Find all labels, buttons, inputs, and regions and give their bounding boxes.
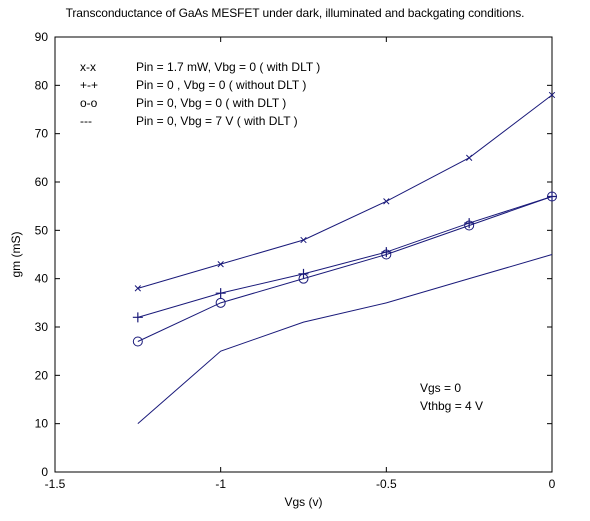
data-series <box>132 91 557 425</box>
series-line <box>137 94 553 289</box>
y-axis-label: gm (mS) <box>9 232 23 278</box>
annotations: Vgs = 0 Vthbg = 4 V <box>420 381 483 413</box>
x-tick-label: -1.5 <box>45 477 66 491</box>
data-point-x-marker <box>383 198 390 205</box>
legend-label: Pin = 0, Vbg = 7 V ( with DLT ) <box>136 114 298 128</box>
series-4 <box>137 254 553 425</box>
series-line <box>137 196 553 342</box>
y-tick-label: 80 <box>35 78 49 92</box>
y-tick-label: 50 <box>35 223 49 237</box>
data-point-plus-marker <box>381 247 392 258</box>
legend-key: x-x <box>80 60 96 74</box>
x-axis-label: Vgs (v) <box>284 495 322 509</box>
chart-title: Transconductance of GaAs MESFET under da… <box>65 6 525 20</box>
legend-label: Pin = 0, Vbg = 0 ( with DLT ) <box>136 96 286 110</box>
legend: x-x Pin = 1.7 mW, Vbg = 0 ( with DLT ) +-+… <box>80 60 320 128</box>
y-tick-label: 30 <box>35 320 49 334</box>
data-point-x-marker <box>548 91 556 99</box>
data-point-circle-marker <box>298 273 309 284</box>
data-point-x-marker <box>300 236 307 244</box>
legend-label: Pin = 1.7 mW, Vbg = 0 ( with DLT ) <box>136 60 320 74</box>
legend-key: +-+ <box>80 78 98 92</box>
data-point-x-marker <box>466 154 473 161</box>
x-tick-label: -1 <box>215 477 226 491</box>
data-point-circle-marker <box>132 336 143 347</box>
y-tick-label: 10 <box>35 417 49 431</box>
y-tick-label: 90 <box>35 30 49 44</box>
legend-key: --- <box>80 114 92 128</box>
y-tick-label: 40 <box>35 272 49 286</box>
data-point-circle-marker <box>464 220 475 231</box>
series-2 <box>132 191 557 323</box>
x-tick-label: -0.5 <box>376 477 397 491</box>
data-point-plus-marker <box>132 312 143 323</box>
series-line <box>137 254 553 425</box>
x-tick-label: 0 <box>549 477 556 491</box>
y-tick-label: 70 <box>35 127 49 141</box>
data-point-circle-marker <box>381 249 392 260</box>
series-line <box>137 196 553 318</box>
axis-ticks: -1.5 -1 -0.5 0 0 10 20 30 40 50 60 70 80 90 <box>35 30 556 491</box>
data-point-plus-marker <box>464 218 475 229</box>
legend-label: Pin = 0 , Vbg = 0 ( without DLT ) <box>136 78 306 92</box>
series-1 <box>134 91 556 292</box>
data-point-plus-marker <box>215 288 226 299</box>
series-3 <box>132 191 557 347</box>
y-tick-label: 0 <box>41 465 48 479</box>
data-point-x-marker <box>134 285 141 292</box>
annotation-text: Vgs = 0 <box>420 381 461 395</box>
y-tick-label: 60 <box>35 175 49 189</box>
annotation-text: Vthbg = 4 V <box>420 399 483 413</box>
legend-key: o-o <box>80 96 98 110</box>
y-tick-label: 20 <box>35 368 49 382</box>
data-point-circle-marker <box>215 297 226 308</box>
data-point-x-marker <box>217 261 224 268</box>
data-point-circle-marker <box>547 191 557 202</box>
